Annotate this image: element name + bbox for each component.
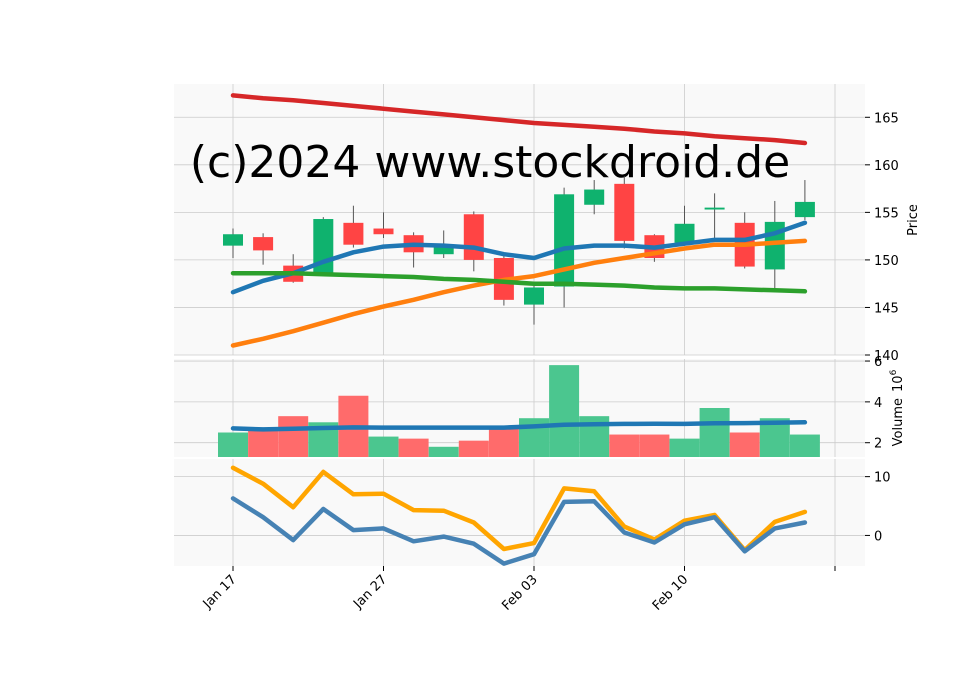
volume-bar-up [669, 438, 700, 457]
volume-bar-down [639, 434, 670, 457]
volume-tick-label: 4 [874, 396, 882, 411]
ma_long-line [230, 270, 808, 294]
osc-tick-label: 0 [874, 529, 882, 544]
volume-scale-base: 10 [891, 375, 906, 392]
price-panel [223, 93, 815, 348]
price-tick-label: 145 [874, 301, 899, 316]
volume-bar-down [609, 434, 640, 457]
volume-bar-up [368, 436, 399, 457]
volume-bar-down [398, 438, 429, 457]
x-tick-label: Feb 10 [650, 572, 692, 614]
osc-panel-bg [174, 459, 865, 566]
candle-down [343, 222, 364, 245]
volume-bar-up [428, 446, 459, 457]
x-tick-label: Jan 27 [350, 572, 390, 612]
candle-up [584, 189, 605, 205]
volume-bar-up [789, 434, 820, 457]
candle-up [223, 234, 243, 246]
price-panel-bg [174, 84, 865, 355]
oscillator-panel [230, 465, 808, 566]
candle-up [704, 207, 725, 210]
ma_short-line [230, 220, 808, 295]
candle-down [463, 214, 484, 260]
volume-bar-up [549, 365, 580, 457]
volume-bar-up [699, 408, 730, 457]
volume-bar-down [248, 430, 279, 457]
volume-axis-label: Volume 106 [889, 369, 906, 446]
volume-bar-down [729, 432, 760, 457]
volume-bar-down [458, 440, 489, 457]
candle-up [674, 223, 695, 243]
volume-bar-down [278, 416, 309, 457]
candle-down [373, 228, 394, 235]
watermark: (c)2024 www.stockdroid.de [190, 137, 790, 188]
osc-tick-label: 10 [874, 471, 891, 486]
price-tick-label: 160 [874, 159, 899, 174]
volume-tick-label: 6 [874, 355, 882, 370]
volume-panel [218, 365, 820, 457]
x-tick-label: Feb 03 [499, 572, 541, 614]
volume-scale-exp: 6 [889, 369, 899, 375]
volume-axis-title: Volume [891, 398, 906, 446]
price-axis-label: Price [906, 204, 921, 236]
candle-up [554, 194, 575, 287]
volume-tick-label: 2 [874, 437, 882, 452]
candle-up [794, 201, 815, 218]
x-tick-label: Jan 17 [200, 572, 240, 612]
price-tick-label: 165 [874, 111, 899, 126]
volume-bar-up [218, 432, 248, 457]
volume-ma-line [230, 420, 808, 432]
ma_longest-line [230, 93, 808, 146]
osc_a-line [230, 465, 808, 553]
ma_mid-line [230, 238, 808, 348]
osc_b-line [230, 496, 808, 566]
candle-down [253, 237, 274, 251]
candle-up [524, 287, 544, 305]
candle-up [433, 246, 454, 255]
candle-down [614, 183, 635, 241]
volume-bar-down [488, 428, 519, 457]
price-tick-label: 155 [874, 206, 899, 221]
price-tick-label: 140 [874, 349, 899, 364]
price-tick-label: 150 [874, 254, 899, 269]
